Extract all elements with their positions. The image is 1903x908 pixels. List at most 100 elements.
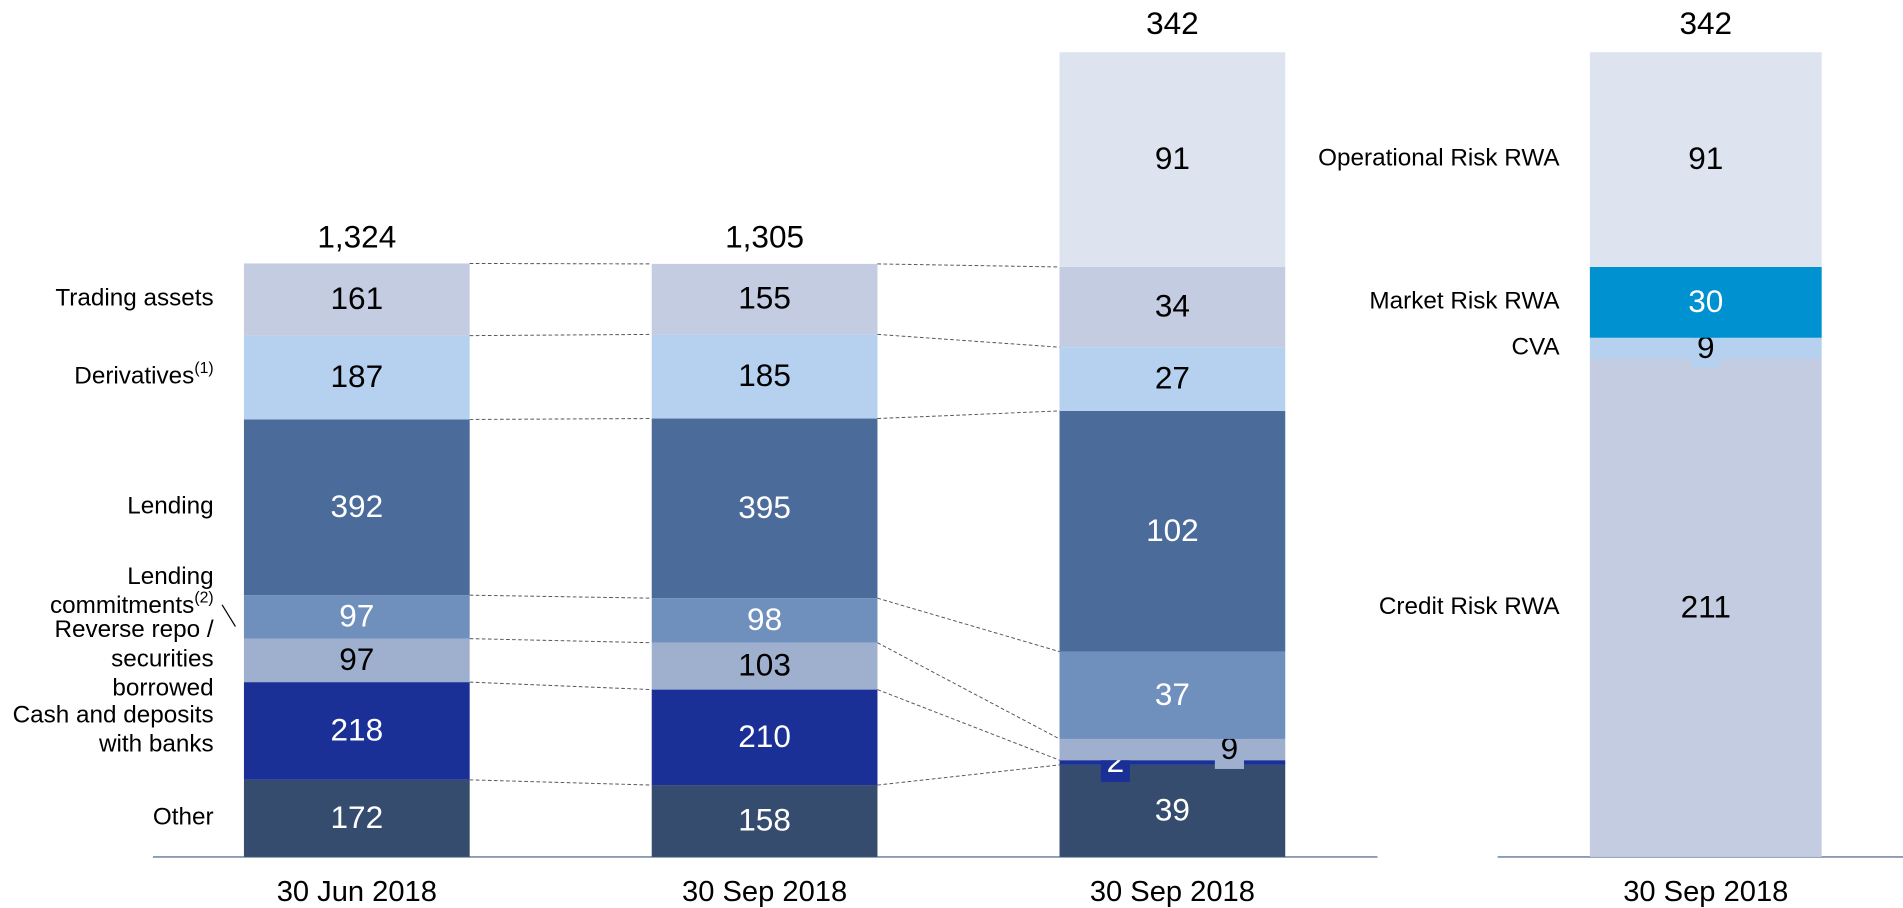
bar-segment (243, 779, 470, 857)
bar-segment (243, 595, 470, 639)
legend-label: Other (153, 804, 214, 831)
legend-text: Cash and deposits (13, 702, 214, 729)
value-label: 158 (738, 802, 791, 838)
legend-label: Reverse repo / (54, 617, 213, 644)
legend-label: Market Risk RWA (1369, 288, 1560, 315)
legend-text: Other (153, 804, 214, 831)
legend-note: (1) (194, 360, 213, 377)
legend-text: Trading assets (55, 285, 213, 312)
legend-label: Cash and deposits (13, 702, 214, 729)
bar-segment (243, 419, 470, 596)
value-label: 9 (1221, 730, 1239, 766)
legend-text: with banks (98, 731, 214, 758)
bar-segment (651, 418, 878, 599)
legend-text: CVA (1511, 334, 1560, 361)
bar-segment (1589, 52, 1822, 267)
value-label: 392 (330, 488, 383, 524)
bar-segment (1059, 760, 1286, 765)
connector (469, 418, 652, 420)
bar-segment (1059, 52, 1286, 267)
connector (469, 638, 652, 644)
value-label: 27 (1155, 360, 1190, 396)
value-label: 34 (1155, 288, 1190, 324)
legend-text: Market Risk RWA (1369, 288, 1560, 315)
legend-text: Operational Risk RWA (1318, 145, 1560, 172)
connector (469, 779, 652, 786)
legend-label: commitments(2) (50, 590, 214, 620)
bar-segment (651, 334, 878, 419)
connector (877, 764, 1060, 786)
connector (469, 333, 652, 337)
value-label: 97 (339, 597, 374, 633)
legend-label: borrowed (112, 675, 213, 702)
bar-segment (651, 689, 878, 786)
legend-label: CVA (1511, 334, 1560, 361)
legend-label: Operational Risk RWA (1318, 145, 1560, 172)
total-label: 1,324 (317, 219, 396, 255)
value-label: 172 (330, 799, 383, 835)
connector (469, 681, 652, 691)
value-label: 98 (747, 601, 782, 637)
legend-note: (2) (194, 590, 213, 607)
value-label: 103 (738, 647, 791, 683)
value-label: 211 (1681, 589, 1731, 625)
legend-text: commitments (50, 593, 194, 620)
bar-segment (243, 682, 470, 780)
total-label: 1,305 (725, 219, 804, 255)
legend-label: with banks (98, 731, 214, 758)
connector (877, 410, 1060, 420)
bar-segment (651, 263, 878, 335)
legend-label: Derivatives(1) (74, 360, 213, 390)
value-label: 102 (1146, 512, 1199, 548)
leader-line (221, 604, 236, 627)
bar-segment (243, 263, 470, 336)
value-label: 395 (738, 489, 791, 525)
bar-segment (1059, 738, 1286, 761)
value-label: 30 (1688, 283, 1723, 319)
connector (877, 642, 1060, 740)
bar-segment (1059, 347, 1286, 411)
value-label: 210 (738, 718, 791, 754)
bar-segment (1059, 651, 1286, 739)
total-label: 342 (1146, 5, 1199, 41)
bar-segment (651, 598, 878, 643)
connector (877, 597, 1060, 653)
legend-label: Trading assets (55, 285, 213, 312)
legend-text: Credit Risk RWA (1379, 593, 1560, 620)
legend-text: Reverse repo / (54, 617, 213, 644)
value-label: 37 (1155, 676, 1190, 712)
x-tick-label: 30 Sep 2018 (1090, 876, 1255, 908)
bar-segment (1589, 358, 1822, 857)
total-label: 342 (1679, 5, 1732, 41)
connector (877, 263, 1060, 268)
value-label: 155 (738, 280, 791, 316)
value-label: 91 (1155, 140, 1190, 176)
bar-segment (651, 642, 878, 690)
legend-label: Lending (127, 563, 213, 590)
value-label: 39 (1155, 791, 1190, 827)
bar-segment (1059, 764, 1286, 857)
bar-segment (651, 785, 878, 857)
connector (877, 689, 1060, 761)
connector (469, 594, 652, 599)
legend-text: Derivatives (74, 363, 194, 390)
value-label: 161 (330, 280, 383, 316)
legend-text: borrowed (112, 675, 213, 702)
bar-segment (1589, 266, 1822, 338)
bar-segment (1059, 410, 1286, 652)
legend-label: securities (111, 646, 214, 673)
bar-segment (243, 638, 470, 683)
x-tick-label: 30 Sep 2018 (682, 876, 847, 908)
legend-text: securities (111, 646, 214, 673)
legend-text: Lending (127, 493, 213, 520)
value-label: 9 (1697, 329, 1715, 365)
bar-segment (1059, 266, 1286, 348)
value-label: 185 (738, 357, 791, 393)
x-tick-label: 30 Jun 2018 (277, 876, 437, 908)
connector (877, 333, 1060, 348)
value-label: 187 (330, 358, 383, 394)
x-tick-label: 30 Sep 2018 (1623, 876, 1788, 908)
legend-label: Lending (127, 493, 213, 520)
